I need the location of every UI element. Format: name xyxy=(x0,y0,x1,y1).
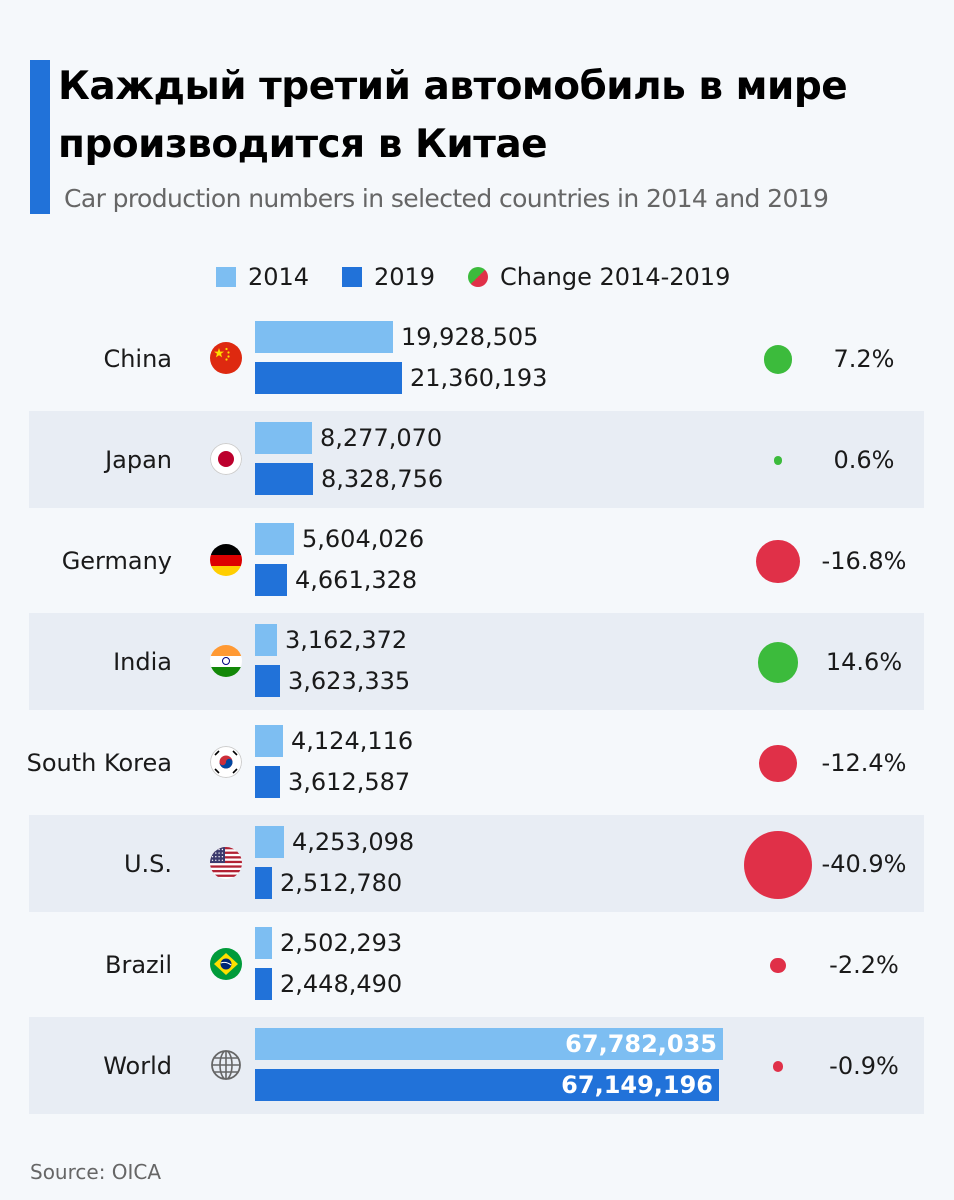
change-bubble xyxy=(756,539,800,584)
chart-row-india: India 3,162,372 3,623,335 14.6% xyxy=(29,613,924,710)
value-label-2019: 4,661,328 xyxy=(295,566,418,594)
change-label: -12.4% xyxy=(821,748,907,777)
category-label: U.S. xyxy=(123,849,172,878)
brazil-flag-icon xyxy=(210,948,242,980)
change-bubble xyxy=(773,456,783,465)
legend-swatch-2019 xyxy=(342,267,362,287)
japan-flag-icon xyxy=(210,443,242,475)
change-bubble xyxy=(770,957,786,974)
chart-row-brazil: Brazil 2,502,293 2,448,490 -2.2% xyxy=(29,916,924,1013)
chart-row-south-korea: South Korea 4,124,116 3,612,587 -12.4% xyxy=(26,714,924,811)
bar-2019 xyxy=(255,665,280,697)
change-label: -2.2% xyxy=(829,950,899,979)
value-label-2014: 4,253,098 xyxy=(292,828,415,856)
category-label: India xyxy=(113,647,172,676)
value-label-2014: 3,162,372 xyxy=(285,626,408,654)
chart-row-germany: Germany 5,604,026 4,661,328 -16.8% xyxy=(29,512,924,609)
legend-label-change: Change 2014-2019 xyxy=(500,263,731,291)
world-globe-icon xyxy=(210,1049,242,1081)
value-label-2019: 2,448,490 xyxy=(280,970,403,998)
bar-2019 xyxy=(255,463,313,495)
legend-item-2019: 2019 xyxy=(342,263,435,291)
title-accent-bar xyxy=(30,60,50,214)
source-note: Source: OICA xyxy=(30,1160,162,1184)
category-label: World xyxy=(103,1051,172,1080)
value-label-2019: 67,149,196 xyxy=(561,1071,713,1099)
bar-2019 xyxy=(255,362,402,394)
value-label-2014: 67,782,035 xyxy=(565,1030,717,1058)
category-label: Brazil xyxy=(105,950,172,979)
legend-item-2014: 2014 xyxy=(216,263,309,291)
bar-2019 xyxy=(255,1069,719,1101)
bar-2019 xyxy=(255,867,272,899)
value-label-2014: 2,502,293 xyxy=(280,929,403,957)
change-label: -0.9% xyxy=(829,1051,899,1080)
legend-swatch-2014 xyxy=(216,267,236,287)
bar-2014 xyxy=(255,1028,723,1060)
change-label: 7.2% xyxy=(833,344,895,373)
change-bubble xyxy=(763,345,793,374)
change-indicator-icon xyxy=(468,267,488,287)
value-label-2019: 3,612,587 xyxy=(288,768,411,796)
value-label-2014: 8,277,070 xyxy=(320,424,443,452)
value-label-2014: 4,124,116 xyxy=(291,727,414,755)
category-label: China xyxy=(103,344,172,373)
bar-2019 xyxy=(255,968,272,1000)
bar-2014 xyxy=(255,422,312,454)
bar-2014 xyxy=(255,523,294,555)
value-label-2019: 3,623,335 xyxy=(288,667,411,695)
legend-item-change: Change 2014-2019 xyxy=(468,263,730,291)
chart-title: Каждый третий автомобиль в мире производ… xyxy=(58,64,848,167)
chart-row-japan: Japan 8,277,070 8,328,756 0.6% xyxy=(29,411,924,508)
value-label-2014: 19,928,505 xyxy=(401,323,539,351)
bar-2014 xyxy=(255,927,272,959)
legend-label-2019: 2019 xyxy=(374,263,436,291)
bar-2014 xyxy=(255,624,277,656)
change-bubble xyxy=(744,830,812,899)
bar-2014 xyxy=(255,826,284,858)
germany-flag-icon xyxy=(210,544,242,576)
value-label-2019: 2,512,780 xyxy=(280,869,403,897)
bar-2014 xyxy=(255,725,283,757)
legend: 2014 2019 Change 2014-2019 xyxy=(0,263,954,297)
category-label: Germany xyxy=(61,546,172,575)
china-flag-icon xyxy=(210,342,242,374)
us-flag-icon xyxy=(210,847,242,879)
bar-2019 xyxy=(255,564,287,596)
india-flag-icon xyxy=(210,645,242,677)
value-label-2019: 21,360,193 xyxy=(410,364,548,392)
change-bubble xyxy=(757,642,799,683)
change-label: 14.6% xyxy=(825,647,903,676)
legend-label-2014: 2014 xyxy=(248,263,310,291)
chart-subtitle: Car production numbers in selected count… xyxy=(64,184,829,213)
south-korea-flag-icon xyxy=(210,746,242,778)
change-label: -40.9% xyxy=(821,849,907,878)
bar-2014 xyxy=(255,321,393,353)
change-label: 0.6% xyxy=(833,445,895,474)
chart-row-world: World 67,782,035 67,149,196 -0.9% xyxy=(29,1017,924,1114)
value-label-2014: 5,604,026 xyxy=(302,525,425,553)
bar-2019 xyxy=(255,766,280,798)
category-label: South Korea xyxy=(26,748,172,777)
change-bubble xyxy=(772,1061,784,1072)
chart-row-u-s: U.S. 4,253,098 2,512,780 -40.9% xyxy=(29,815,924,912)
chart-row-china: China 19,928,505 21,360,193 7.2% xyxy=(29,310,924,407)
change-label: -16.8% xyxy=(821,546,907,575)
value-label-2019: 8,328,756 xyxy=(321,465,444,493)
change-bubble xyxy=(759,744,797,783)
category-label: Japan xyxy=(105,445,172,474)
